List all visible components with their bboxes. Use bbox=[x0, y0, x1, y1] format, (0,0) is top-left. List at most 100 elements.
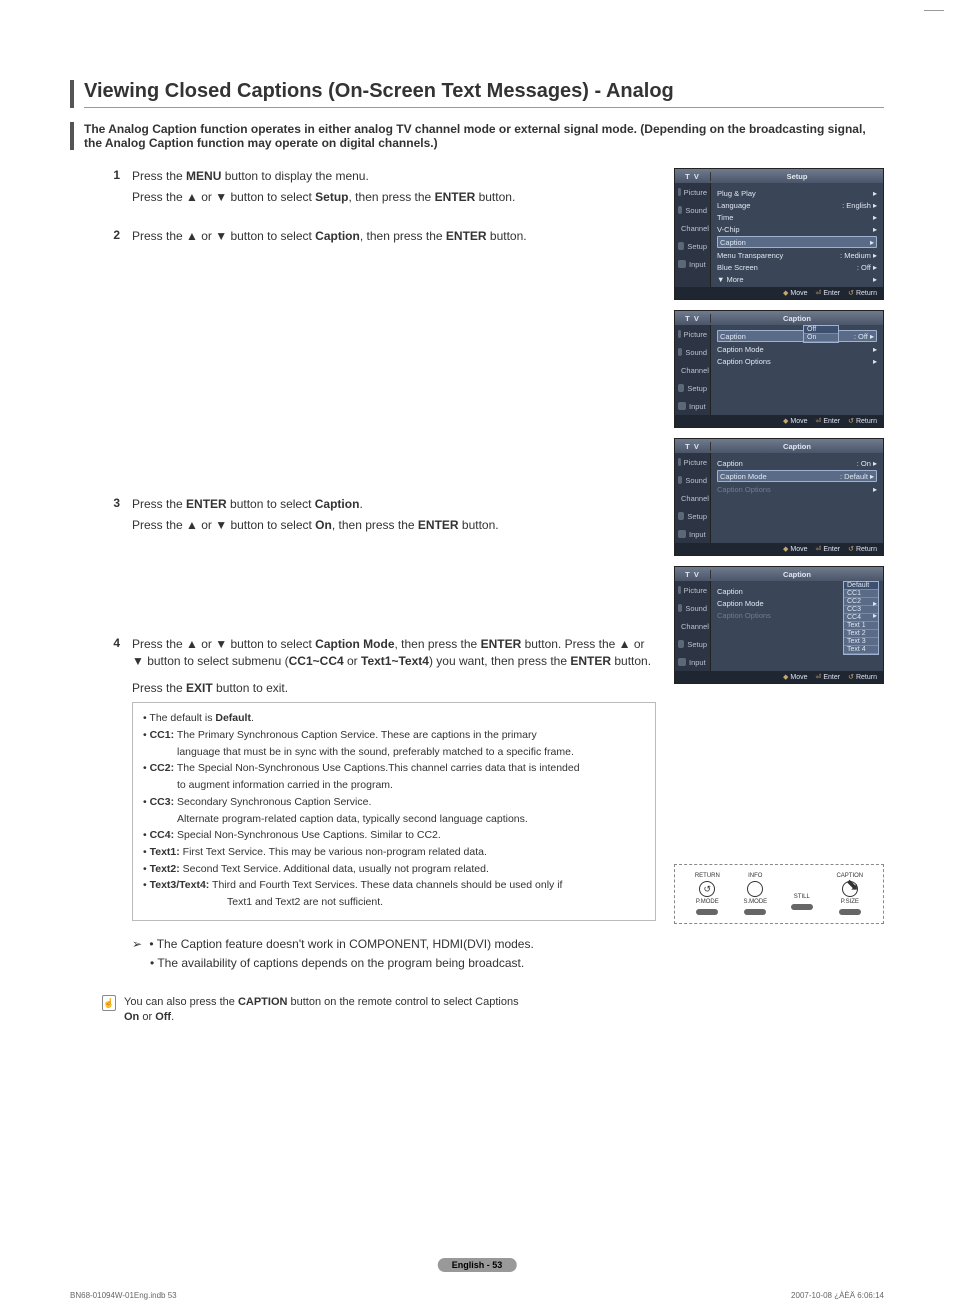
text: . bbox=[171, 1011, 174, 1023]
psize-button bbox=[839, 909, 861, 915]
pointer-icon: ⬊ bbox=[846, 875, 859, 895]
step-body: Press the ENTER button to select Caption… bbox=[132, 496, 656, 538]
osd-row-label: Time bbox=[717, 213, 733, 222]
on-ref: On bbox=[124, 1011, 139, 1023]
footer-meta: BN68-01094W-01Eng.indb 53 2007-10-08 ¿ÀÈ… bbox=[70, 1291, 884, 1300]
text: The Primary Synchronous Caption Service.… bbox=[174, 729, 537, 741]
cc-range-ref: CC1~CC4 bbox=[289, 654, 344, 668]
osd-side-label: Picture bbox=[684, 586, 707, 595]
step-2: 2 Press the ▲ or ▼ button to select Capt… bbox=[102, 228, 656, 249]
osd-menu-row: Caption Options ▸ bbox=[717, 609, 877, 621]
osd-footer: ◆Move⏎Enter↺Return bbox=[675, 287, 883, 299]
still-button bbox=[791, 904, 813, 910]
exit-ref: EXIT bbox=[186, 681, 213, 695]
text: Third and Fourth Text Services. These da… bbox=[209, 879, 562, 891]
info-button bbox=[747, 881, 763, 897]
osd-footer-move: ◆Move bbox=[783, 545, 808, 553]
step-1: 1 Press the MENU button to display the m… bbox=[102, 168, 656, 210]
osd-row-label: Language bbox=[717, 201, 750, 210]
osd-row-label: Menu Transparency bbox=[717, 251, 783, 260]
osd-row-label: Caption Mode bbox=[717, 599, 764, 608]
page: Viewing Closed Captions (On-Screen Text … bbox=[0, 0, 954, 1310]
enter-ref: ENTER bbox=[435, 190, 476, 204]
text: or bbox=[139, 1011, 155, 1023]
text: button. bbox=[475, 190, 515, 204]
osd-dropdown-option: Default bbox=[844, 582, 878, 590]
osd-footer-return: ↺Return bbox=[848, 545, 877, 553]
osd-row-value: : Off ▸ bbox=[857, 263, 877, 272]
text34-label: Text3/Text4: bbox=[150, 879, 210, 891]
osd-menu-row: Language : English ▸ bbox=[717, 199, 877, 211]
enter-ref: ENTER bbox=[570, 654, 611, 668]
caret-right-icon: ▸ bbox=[873, 345, 877, 354]
osd-side-icon bbox=[678, 530, 686, 538]
osd-side-item: Sound bbox=[675, 343, 710, 361]
osd-menu-row: Menu Transparency : Medium ▸ bbox=[717, 249, 877, 261]
osd-side-label: Setup bbox=[687, 242, 707, 251]
osd-side-label: Setup bbox=[687, 512, 707, 521]
osd-footer-return: ↺Return bbox=[848, 417, 877, 425]
text: First Text Service. This may be various … bbox=[180, 846, 487, 858]
osd-menu-row: ▼ More ▸ bbox=[717, 273, 877, 285]
osd-side-item: Sound bbox=[675, 201, 710, 219]
caret-right-icon: ▸ bbox=[870, 238, 874, 247]
osd-row-label: Blue Screen bbox=[717, 263, 758, 272]
osd-side-item: Channel bbox=[675, 617, 710, 635]
caret-right-icon: ▸ bbox=[870, 332, 874, 341]
text: . bbox=[359, 497, 362, 511]
caption-mode-ref: Caption Mode bbox=[315, 637, 394, 651]
step-number: 4 bbox=[102, 636, 120, 973]
osd-row-value: : English ▸ bbox=[842, 201, 877, 210]
osd-side-item: Setup bbox=[675, 635, 710, 653]
osd-row-value: ▸ bbox=[873, 599, 877, 608]
text: button to select bbox=[227, 497, 315, 511]
osd-menu-row: Time ▸ bbox=[717, 211, 877, 223]
osd-side-label: Input bbox=[689, 402, 706, 411]
osd-side-item: Picture bbox=[675, 325, 710, 343]
osd-menu-row: Caption: On ▸ bbox=[717, 457, 877, 469]
osd-screenshot: T VCaptionPictureSoundChannelSetupInputC… bbox=[674, 310, 884, 428]
remote-label: P.SIZE bbox=[841, 899, 859, 905]
step-3: 3 Press the ENTER button to select Capti… bbox=[102, 496, 656, 538]
text: Press the bbox=[132, 169, 186, 183]
osd-side-label: Picture bbox=[684, 458, 707, 467]
osd-side-icon bbox=[678, 604, 682, 612]
caret-right-icon: ▸ bbox=[873, 189, 877, 198]
cc1-label: CC1: bbox=[150, 729, 175, 741]
osd-dropdown: OffOn bbox=[803, 325, 839, 343]
osd-side-label: Sound bbox=[685, 604, 707, 613]
caret-right-icon: ▸ bbox=[873, 611, 877, 620]
osd-side-icon bbox=[678, 242, 684, 250]
caret-right-icon: ▸ bbox=[873, 213, 877, 222]
osd-footer-move: ◆Move bbox=[783, 417, 808, 425]
osd-side-label: Input bbox=[689, 530, 706, 539]
page-label: English - 53 bbox=[438, 1258, 517, 1272]
caret-right-icon: ▸ bbox=[873, 201, 877, 210]
text: Secondary Synchronous Caption Service. bbox=[174, 796, 371, 808]
text: Press the ▲ or ▼ button to select bbox=[132, 190, 315, 204]
step-body: Press the ▲ or ▼ button to select Captio… bbox=[132, 228, 656, 249]
text: . bbox=[251, 712, 254, 724]
setup-ref: Setup bbox=[315, 190, 348, 204]
osd-menu-row: Caption ▸ bbox=[717, 236, 877, 248]
text: Press the ▲ or ▼ button to select bbox=[132, 229, 315, 243]
text: button. bbox=[487, 229, 527, 243]
enter-ref: ENTER bbox=[481, 637, 522, 651]
caret-right-icon: ▸ bbox=[870, 472, 874, 481]
osd-side-label: Sound bbox=[685, 476, 707, 485]
off-ref: Off bbox=[155, 1011, 171, 1023]
osd-side-icon bbox=[678, 640, 684, 648]
osd-menu-row: Caption Mode ▸ bbox=[717, 343, 877, 355]
osd-side-label: Sound bbox=[685, 206, 707, 215]
note-text: The Caption feature doesn't work in COMP… bbox=[157, 937, 534, 951]
osd-row-value: ▸ bbox=[870, 238, 874, 247]
osd-side-icon bbox=[678, 402, 686, 410]
osd-row-label: Caption bbox=[717, 587, 743, 596]
text: , then press the bbox=[349, 190, 435, 204]
osd-row-label: Caption bbox=[720, 332, 746, 341]
osd-row-label: Caption bbox=[717, 459, 743, 468]
footer-left: BN68-01094W-01Eng.indb 53 bbox=[70, 1291, 177, 1300]
text: language that must be in sync with the s… bbox=[143, 745, 645, 760]
osd-row-value: : Medium ▸ bbox=[840, 251, 877, 260]
osd-side-label: Channel bbox=[681, 494, 709, 503]
